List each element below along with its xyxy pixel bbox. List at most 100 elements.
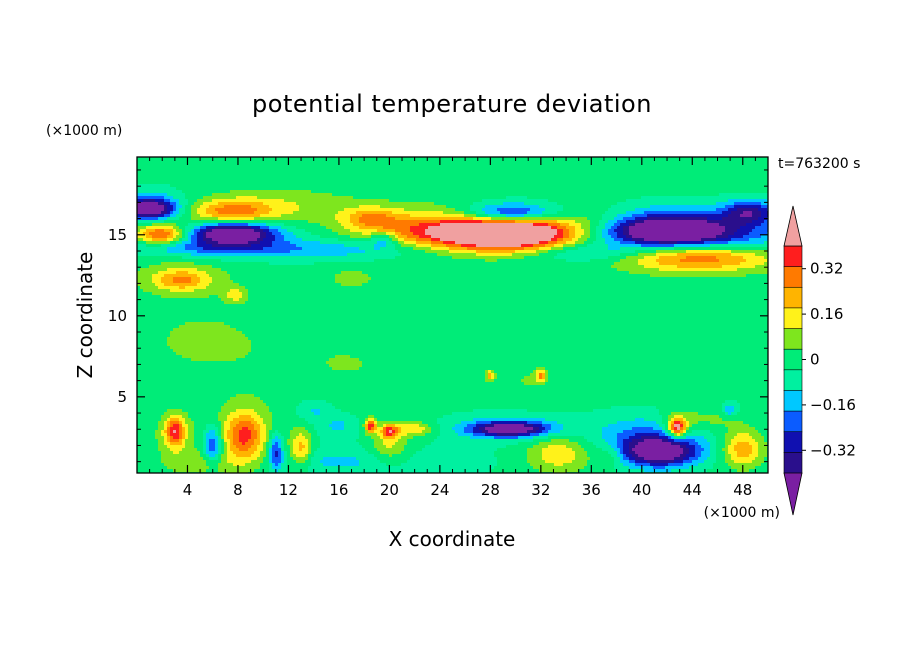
field-cell: [365, 187, 368, 190]
field-cell: [671, 169, 674, 172]
field-cell: [179, 190, 182, 193]
field-cell: [164, 217, 167, 220]
field-cell: [725, 193, 728, 196]
field-cell: [350, 169, 353, 172]
field-cell: [644, 178, 647, 181]
field-cell: [728, 199, 731, 202]
field-cell: [566, 163, 569, 166]
field-cell: [551, 169, 554, 172]
field-cell: [236, 214, 239, 217]
field-cell: [266, 196, 269, 199]
field-cell: [503, 208, 506, 211]
field-cell: [677, 211, 680, 214]
field-cell: [248, 193, 251, 196]
field-cell: [620, 163, 623, 166]
field-cell: [446, 205, 449, 208]
field-cell: [311, 211, 314, 214]
field-cell: [377, 172, 380, 175]
field-cell: [536, 181, 539, 184]
field-cell: [596, 187, 599, 190]
field-cell: [620, 181, 623, 184]
field-cell: [359, 163, 362, 166]
field-cell: [566, 211, 569, 214]
field-cell: [461, 169, 464, 172]
field-cell: [185, 199, 188, 202]
field-cell: [461, 190, 464, 193]
field-cell: [413, 169, 416, 172]
field-cell: [743, 211, 746, 214]
field-cell: [530, 163, 533, 166]
field-cell: [260, 187, 263, 190]
field-cell: [167, 211, 170, 214]
field-cell: [245, 163, 248, 166]
field-cell: [416, 196, 419, 199]
field-cell: [374, 184, 377, 187]
field-cell: [617, 208, 620, 211]
field-cell: [398, 211, 401, 214]
field-cell: [239, 163, 242, 166]
field-cell: [479, 193, 482, 196]
field-cell: [599, 202, 602, 205]
field-cell: [497, 193, 500, 196]
field-cell: [383, 181, 386, 184]
field-cell: [590, 172, 593, 175]
field-cell: [413, 187, 416, 190]
field-cell: [629, 214, 632, 217]
field-cell: [170, 199, 173, 202]
field-cell: [572, 217, 575, 220]
field-cell: [587, 202, 590, 205]
field-cell: [398, 172, 401, 175]
field-cell: [449, 205, 452, 208]
field-cell: [443, 175, 446, 178]
field-cell: [605, 166, 608, 169]
field-cell: [263, 187, 266, 190]
field-cell: [185, 220, 188, 223]
field-cell: [293, 172, 296, 175]
field-cell: [401, 211, 404, 214]
field-cell: [653, 181, 656, 184]
field-cell: [704, 175, 707, 178]
field-cell: [644, 181, 647, 184]
field-cell: [296, 187, 299, 190]
field-cell: [437, 181, 440, 184]
field-cell: [413, 196, 416, 199]
field-cell: [413, 205, 416, 208]
field-cell: [590, 169, 593, 172]
field-cell: [581, 190, 584, 193]
field-cell: [419, 193, 422, 196]
field-cell: [626, 211, 629, 214]
field-cell: [392, 202, 395, 205]
field-cell: [647, 196, 650, 199]
field-cell: [323, 202, 326, 205]
field-cell: [173, 181, 176, 184]
field-cell: [275, 190, 278, 193]
field-cell: [278, 223, 281, 226]
field-cell: [317, 169, 320, 172]
field-cell: [626, 175, 629, 178]
field-cell: [512, 205, 515, 208]
field-cell: [242, 214, 245, 217]
field-cell: [230, 178, 233, 181]
field-cell: [629, 220, 632, 223]
field-cell: [254, 211, 257, 214]
field-cell: [497, 205, 500, 208]
field-cell: [755, 208, 758, 211]
field-cell: [545, 166, 548, 169]
field-cell: [740, 199, 743, 202]
field-cell: [149, 196, 152, 199]
field-cell: [710, 178, 713, 181]
field-cell: [368, 190, 371, 193]
field-cell: [542, 163, 545, 166]
field-cell: [206, 172, 209, 175]
field-cell: [152, 172, 155, 175]
field-cell: [167, 199, 170, 202]
field-cell: [491, 172, 494, 175]
field-cell: [587, 214, 590, 217]
field-cell: [257, 211, 260, 214]
field-cell: [497, 178, 500, 181]
field-cell: [194, 220, 197, 223]
field-cell: [320, 202, 323, 205]
field-cell: [734, 214, 737, 217]
field-cell: [614, 208, 617, 211]
field-cell: [365, 193, 368, 196]
